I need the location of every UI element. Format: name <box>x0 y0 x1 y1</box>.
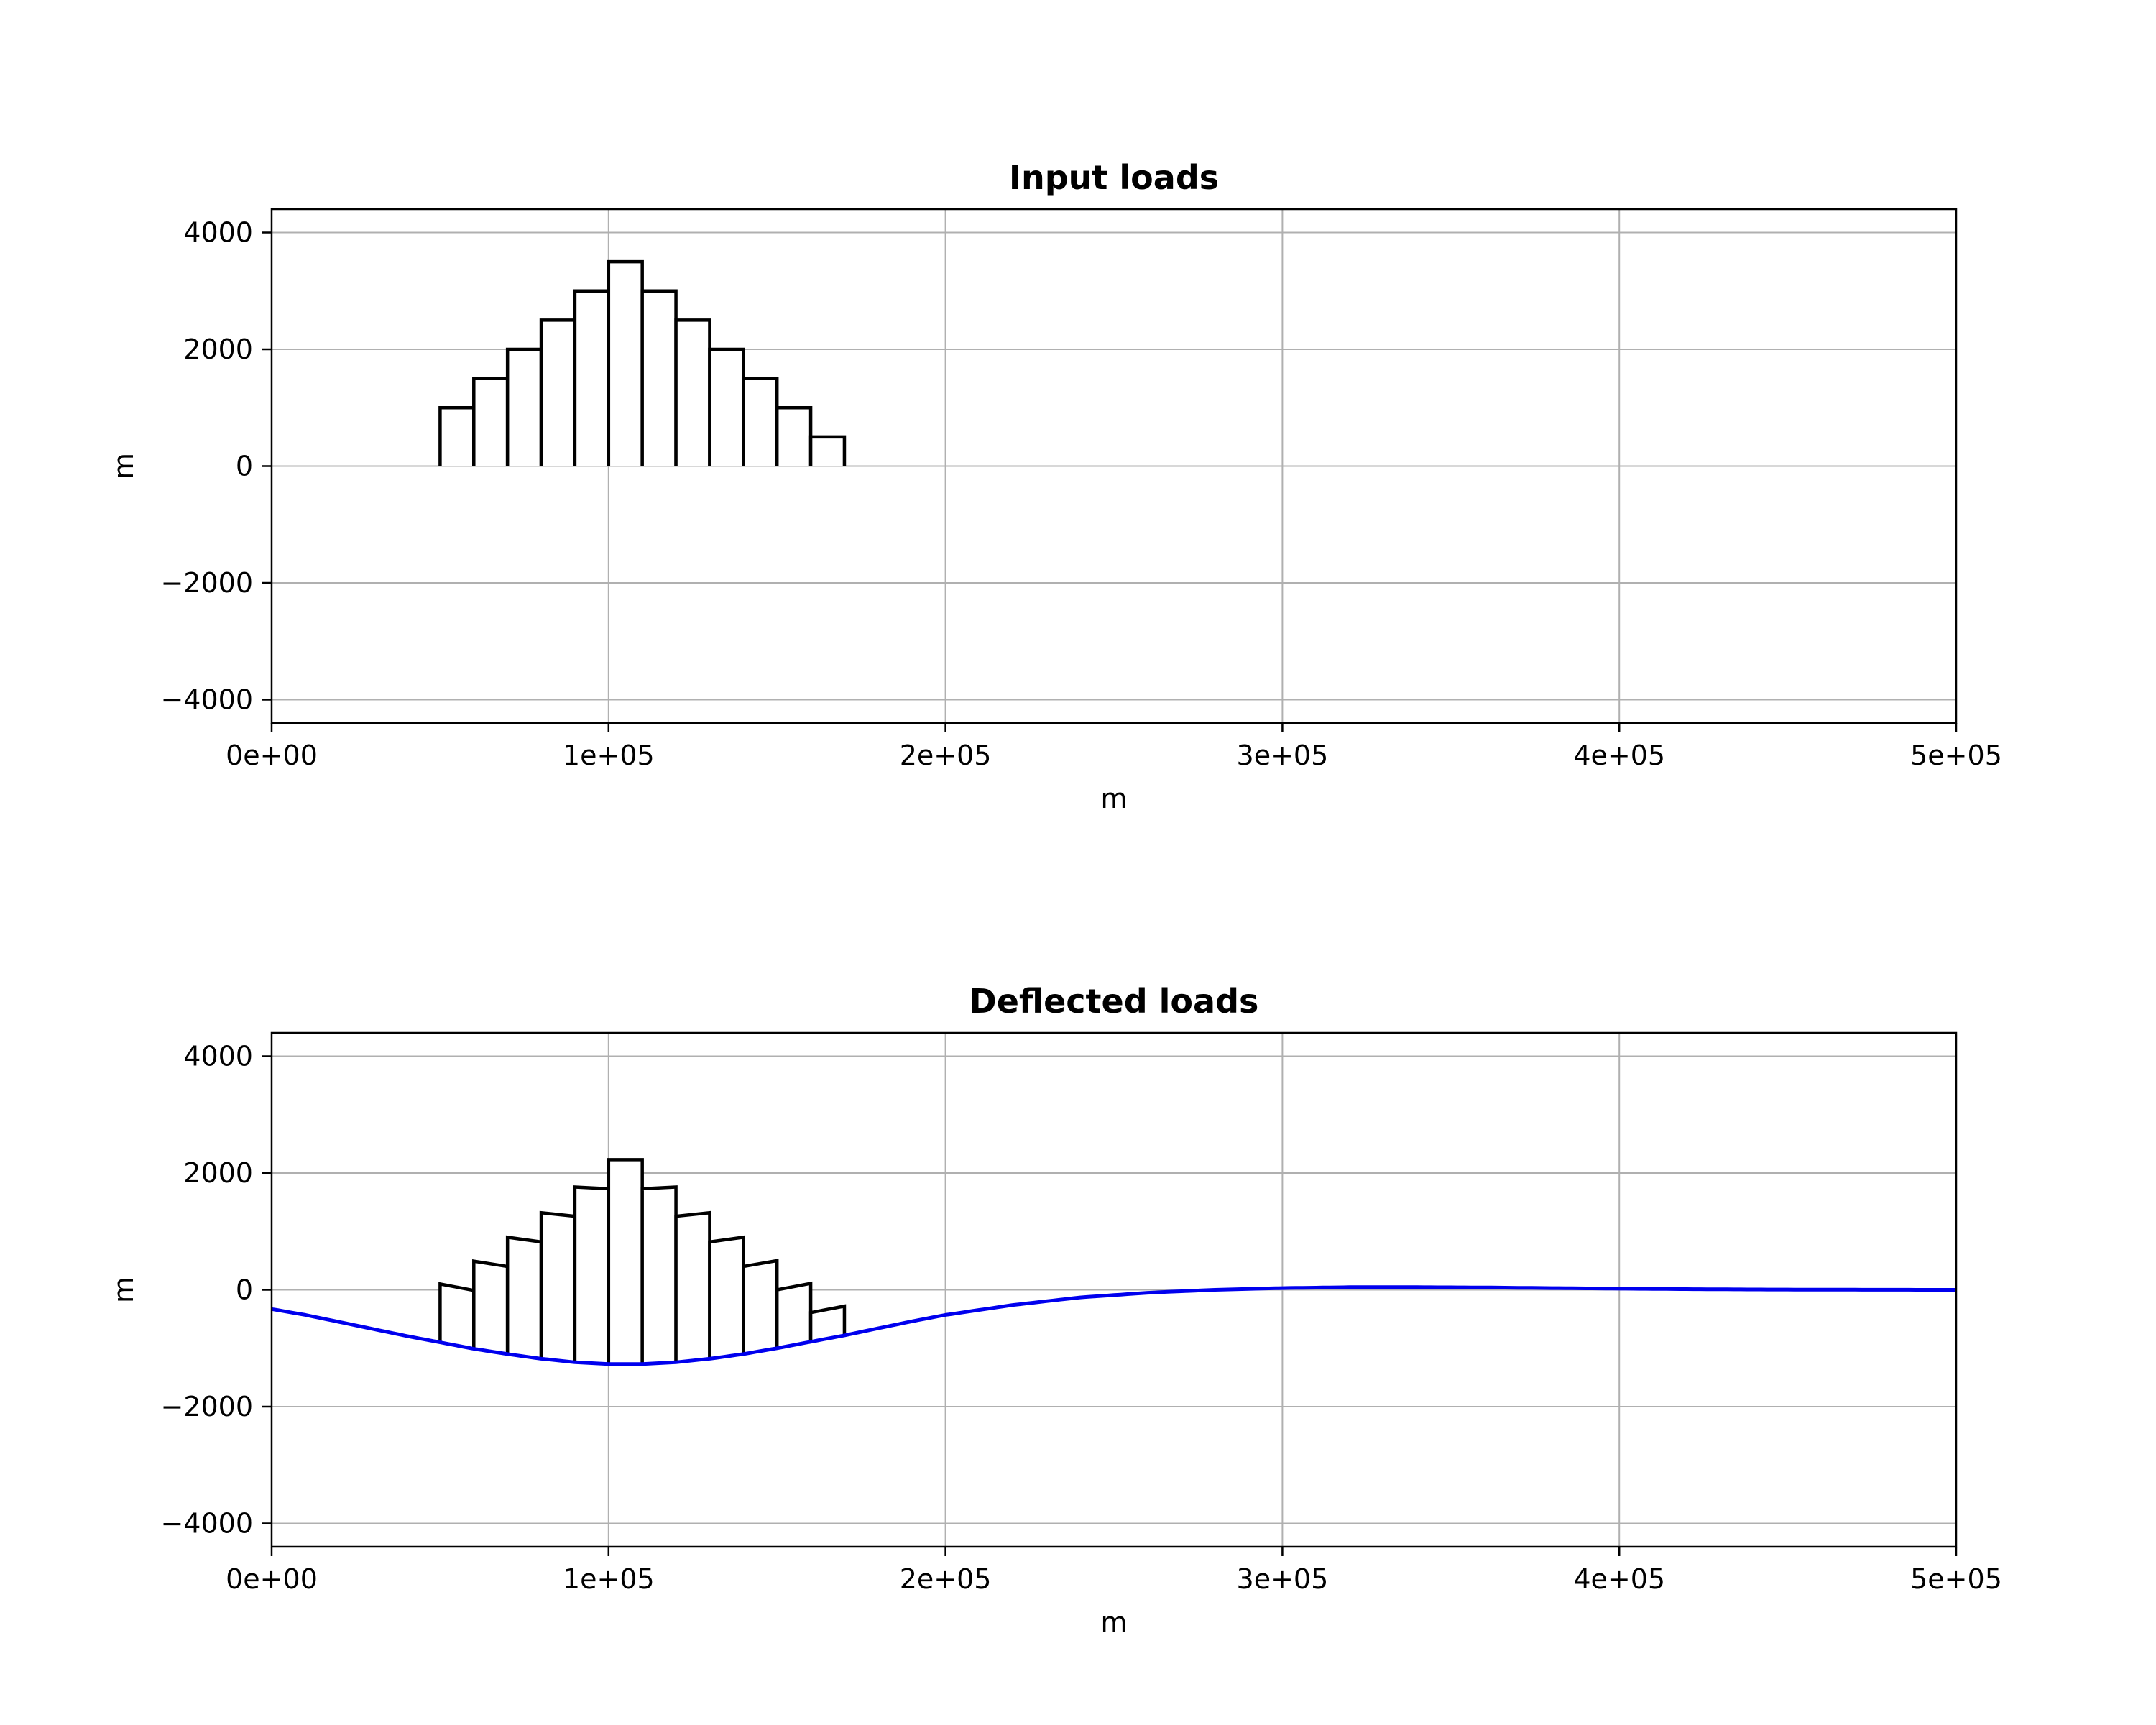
deflection-line <box>271 1285 1956 1366</box>
load-bar <box>674 1210 711 1363</box>
x-tick-label: 5e+05 <box>1910 1563 2002 1595</box>
x-tick-label: 0e+00 <box>226 740 318 771</box>
chart-input-loads: 0e+00 1e+05 2e+05 3e+05 4e+05 5e+05 −4000 −2000… <box>108 158 2002 814</box>
chart-title-deflected-loads: Deflected loads <box>969 982 1259 1021</box>
load-bar <box>708 1235 745 1359</box>
ticks-input-loads: 0e+00 1e+05 2e+05 3e+05 4e+05 5e+05 −4000 −2000… <box>160 217 2001 772</box>
load-bar <box>775 406 813 466</box>
y-tick-label: −4000 <box>160 1508 253 1540</box>
load-bar <box>742 377 779 466</box>
y-axis-label-deflected-loads: m <box>108 1276 139 1303</box>
ticks-deflected-loads: 0e+00 1e+05 2e+05 3e+05 4e+05 5e+05 −4000 −2000… <box>160 1041 2001 1596</box>
load-bar <box>438 406 476 466</box>
y-tick-label: −2000 <box>160 567 253 599</box>
load-bar <box>505 347 543 466</box>
x-axis-label-deflected-loads: m <box>1100 1606 1127 1638</box>
x-axis-label-input-loads: m <box>1100 783 1127 814</box>
x-tick-label: 3e+05 <box>1237 1563 1329 1595</box>
load-bar <box>573 289 611 466</box>
y-axis-label-input-loads: m <box>108 453 139 479</box>
load-bar <box>607 259 644 466</box>
chart-deflected-loads: 0e+00 1e+05 2e+05 3e+05 4e+05 5e+05 −4000 −2000… <box>108 982 2002 1638</box>
load-bar <box>742 1259 779 1354</box>
x-tick-label: 5e+05 <box>1910 740 2002 771</box>
load-bar <box>607 1158 644 1364</box>
x-tick-label: 1e+05 <box>563 1563 655 1595</box>
x-tick-label: 1e+05 <box>563 740 655 771</box>
load-bar <box>573 1185 611 1364</box>
y-tick-label: 0 <box>236 451 253 482</box>
load-bar <box>505 1235 543 1359</box>
load-bar <box>640 289 678 466</box>
load-bar <box>472 1259 510 1354</box>
y-tick-label: 4000 <box>183 217 253 249</box>
load-bar <box>775 1281 813 1348</box>
load-bar <box>539 1210 577 1363</box>
y-tick-label: 4000 <box>183 1041 253 1072</box>
bars-input-loads <box>438 259 847 466</box>
x-tick-label: 4e+05 <box>1573 740 1665 771</box>
x-tick-label: 4e+05 <box>1573 1563 1665 1595</box>
x-tick-label: 2e+05 <box>900 1563 992 1595</box>
load-bar <box>674 318 711 466</box>
x-tick-label: 0e+00 <box>226 1563 318 1595</box>
y-tick-label: 2000 <box>183 334 253 365</box>
load-bar <box>539 318 577 466</box>
y-tick-label: −4000 <box>160 684 253 716</box>
x-tick-label: 2e+05 <box>900 740 992 771</box>
y-tick-label: 2000 <box>183 1157 253 1189</box>
load-bar <box>808 435 847 466</box>
deflection-layer-deflected-loads <box>271 1285 1956 1366</box>
load-bar <box>708 347 745 466</box>
load-bar <box>438 1282 476 1349</box>
load-bar <box>640 1185 678 1364</box>
x-tick-label: 3e+05 <box>1237 740 1329 771</box>
bars-deflected-loads <box>438 1158 847 1364</box>
y-tick-label: 0 <box>236 1274 253 1306</box>
load-bar <box>472 377 510 466</box>
load-bar <box>808 1304 847 1342</box>
chart-title-input-loads: Input loads <box>1009 158 1219 197</box>
y-tick-label: −2000 <box>160 1391 253 1422</box>
